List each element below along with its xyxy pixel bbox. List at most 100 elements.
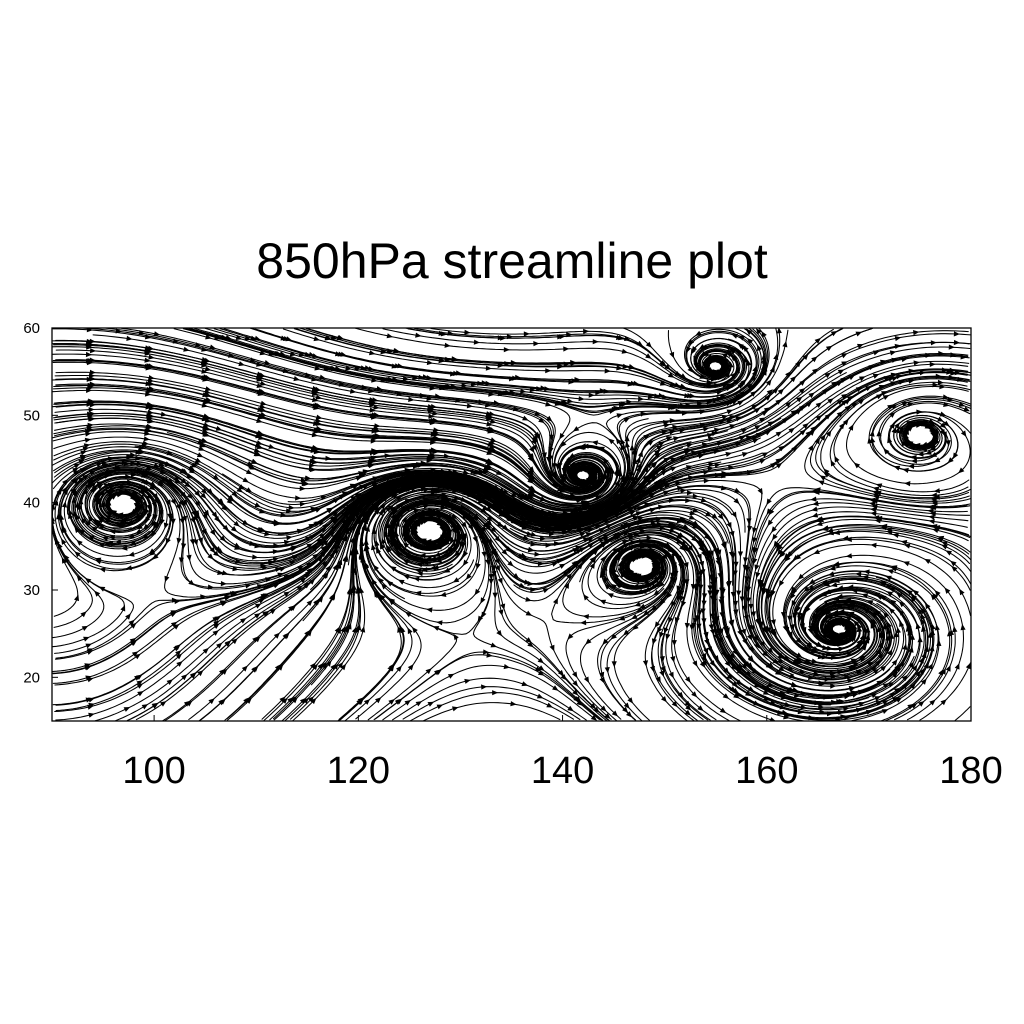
streamline-arrow: [958, 401, 966, 407]
streamline-arrow: [144, 428, 151, 434]
streamline-arrow: [901, 427, 907, 435]
streamline-arrow: [664, 364, 671, 370]
streamline-arrow: [525, 637, 532, 643]
streamline-arrow: [389, 506, 396, 513]
streamline-arrow: [349, 536, 355, 544]
streamline-arrow: [481, 684, 488, 690]
streamline-arrow: [910, 455, 917, 461]
streamline-arrow: [642, 660, 649, 667]
streamline-arrow: [653, 566, 659, 574]
streamline-arrow: [770, 628, 776, 636]
streamline-arrow: [406, 520, 412, 528]
streamline-arrow: [487, 426, 495, 432]
streamline-arrow: [74, 551, 81, 558]
streamline-arrow: [444, 342, 451, 348]
axis-ticks: 100 120 140 160 180 20 30 40 50 60: [23, 320, 1002, 792]
streamline-arrow: [529, 446, 535, 453]
streamline-arrow: [509, 389, 516, 395]
streamline-arrow: [427, 404, 434, 410]
streamline-arrow: [757, 344, 762, 352]
streamline: [52, 529, 79, 617]
streamline-arrow: [737, 400, 744, 406]
streamline-arrow: [540, 385, 547, 391]
streamline-arrow: [72, 467, 79, 473]
streamline-arrow: [136, 680, 143, 686]
streamline-arrow: [894, 336, 902, 342]
streamline-arrow: [202, 360, 209, 366]
streamline-arrow: [799, 380, 806, 386]
streamline-arrow: [312, 385, 319, 391]
streamline-arrow: [128, 551, 135, 557]
streamline-arrow: [778, 690, 786, 696]
streamline-arrow: [755, 572, 761, 579]
streamline-arrow: [872, 668, 880, 675]
streamline-arrow: [371, 482, 379, 488]
streamline-arrow: [830, 331, 838, 337]
streamline-arrow: [575, 545, 582, 551]
streamline-arrow: [409, 506, 417, 511]
streamline-arrow: [899, 620, 905, 627]
streamline-arrow: [761, 410, 768, 416]
streamline-arrow: [886, 591, 893, 597]
streamline-arrow: [80, 450, 87, 456]
streamline-arrow: [384, 522, 390, 529]
streamline-arrow: [245, 487, 253, 493]
streamline-arrow: [325, 565, 331, 572]
streamline-arrow: [157, 479, 165, 485]
streamline-arrow: [948, 344, 955, 350]
streamline-arrow: [733, 378, 740, 385]
streamline-arrow: [725, 351, 733, 358]
streamline-arrow: [480, 597, 486, 604]
streamline-arrow: [629, 364, 636, 370]
streamline-arrow: [794, 554, 802, 560]
streamline-arrow: [200, 438, 208, 443]
streamline-arrow: [61, 538, 67, 545]
streamline-arrow: [257, 414, 265, 420]
streamline-arrow: [146, 493, 153, 500]
streamline-arrow: [551, 463, 557, 470]
streamline: [52, 328, 601, 491]
streamline-arrow: [415, 568, 422, 574]
streamline-arrow: [286, 535, 293, 541]
streamline-arrow: [790, 376, 797, 383]
streamline-arrow: [131, 651, 139, 657]
streamline-arrow: [564, 582, 570, 589]
streamline-arrow: [732, 687, 739, 694]
streamline-arrow: [726, 409, 734, 415]
streamline-arrow: [214, 515, 220, 523]
streamline-arrow: [917, 451, 924, 457]
streamline-arrow: [386, 581, 394, 587]
streamline-arrow: [577, 563, 583, 570]
streamline-arrow: [599, 671, 605, 679]
streamline-arrow: [144, 345, 152, 351]
streamline-arrow: [797, 616, 803, 623]
streamline-arrow: [332, 663, 339, 670]
streamline-arrow: [752, 365, 758, 372]
streamline-arrow: [253, 447, 261, 453]
streamline-arrow: [313, 446, 320, 452]
streamline-arrow: [736, 663, 743, 670]
streamline-arrow: [483, 649, 490, 655]
streamline-arrow: [527, 512, 534, 518]
streamline-arrow: [533, 431, 540, 439]
streamline-arrow: [784, 555, 791, 562]
streamline-arrow: [621, 539, 629, 545]
streamline-arrow: [205, 386, 212, 392]
streamline-arrow: [225, 334, 232, 340]
streamline-arrow: [326, 507, 333, 513]
streamline-arrow: [825, 345, 833, 352]
streamline-arrow: [202, 374, 210, 380]
streamline-arrow: [319, 374, 326, 380]
streamline-arrow: [308, 578, 316, 585]
streamline-arrow: [667, 372, 675, 378]
streamline-arrow: [643, 466, 649, 473]
streamline-arrow: [507, 560, 514, 567]
streamline-arrow: [245, 697, 252, 704]
streamline-arrow: [695, 615, 701, 622]
streamline-arrow: [486, 652, 493, 658]
streamline-arrow: [86, 376, 93, 382]
streamline-arrow: [623, 543, 630, 549]
streamline-arrow: [153, 497, 159, 505]
streamline-arrow: [216, 642, 223, 649]
streamline-arrow: [313, 402, 321, 408]
